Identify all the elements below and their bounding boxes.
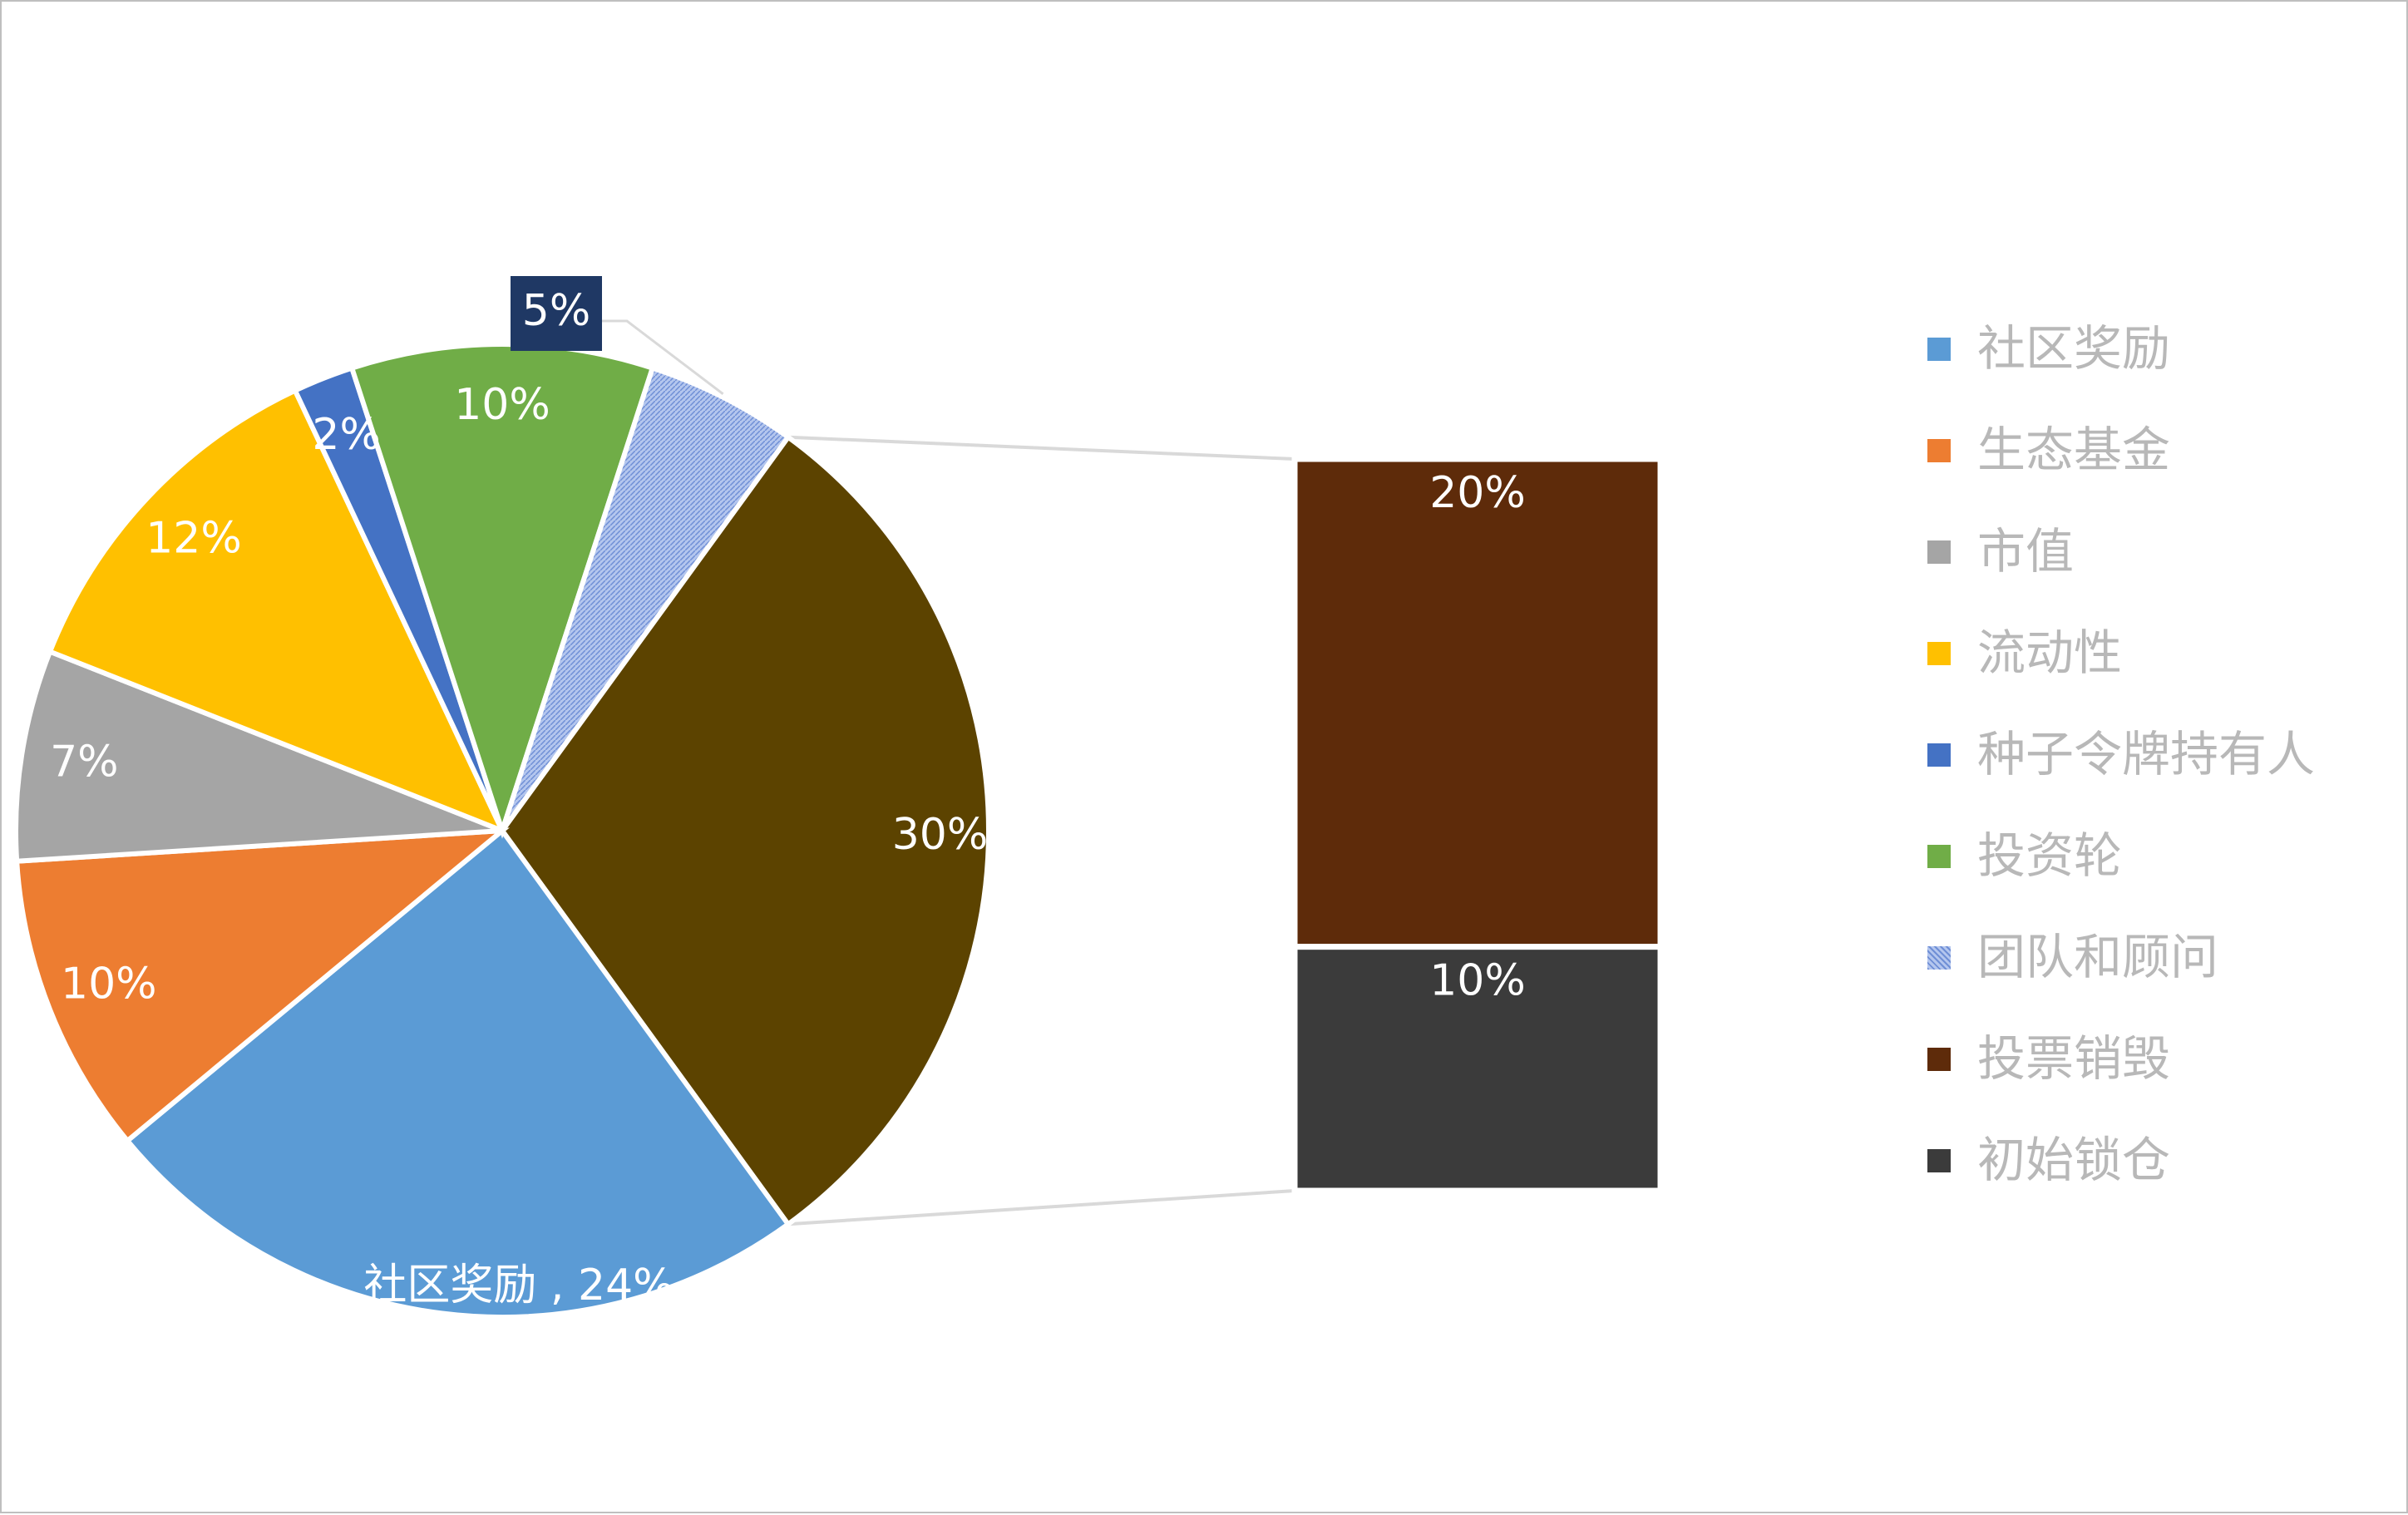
legend-label: 团队和顾问 xyxy=(1977,929,2219,985)
legend-label: 种子令牌持有人 xyxy=(1977,726,2316,782)
connector-line-bottom xyxy=(787,1189,1295,1226)
legend-swatch xyxy=(1927,845,1951,868)
connector-line-top xyxy=(787,435,1295,461)
pie-slice-1 xyxy=(124,827,792,1320)
pie-slice-7 xyxy=(500,364,792,832)
legend-swatch xyxy=(1927,946,1951,970)
pie-slice-4 xyxy=(47,387,507,836)
pie xyxy=(13,342,991,1320)
pie-data-label: 社区奖励 , 24% xyxy=(363,1261,674,1310)
bar-data-label: 10% xyxy=(1429,956,1526,1006)
data-label-box xyxy=(511,276,602,351)
leader-line xyxy=(602,319,724,395)
legend-swatch xyxy=(1927,540,1951,564)
legend-label: 社区奖励 xyxy=(1977,320,2171,377)
pie-slice-8 xyxy=(499,433,991,1228)
legend-item: 投资轮 xyxy=(1927,827,2393,885)
legend-swatch xyxy=(1927,439,1951,462)
data-labels: 30% 社区奖励 , 24% 10% 7% 12% 2% 10% 5% xyxy=(50,276,988,1310)
pie-data-label: 5% xyxy=(522,286,591,336)
legend-item: 市值 xyxy=(1927,522,2393,580)
bar-segment-1 xyxy=(1291,456,1664,950)
pie-slice-2 xyxy=(13,827,511,1145)
legend-label: 投资轮 xyxy=(1977,827,2123,884)
pie-data-label: 7% xyxy=(50,737,119,787)
legend-label: 初始锁仓 xyxy=(1977,1132,2171,1188)
legend-swatch xyxy=(1927,743,1951,767)
legend-item: 流动性 xyxy=(1927,624,2393,682)
legend-swatch xyxy=(1927,642,1951,665)
legend-item: 社区奖励 xyxy=(1927,319,2393,378)
legend-label: 生态基金 xyxy=(1977,422,2171,478)
pie-data-label: 10% xyxy=(454,380,550,430)
legend-label: 流动性 xyxy=(1977,624,2123,681)
pie-slice-6 xyxy=(348,342,656,839)
connector-lines xyxy=(787,435,1295,1226)
pie-data-label: 12% xyxy=(146,514,242,564)
legend-item: 初始锁仓 xyxy=(1927,1131,2393,1189)
pie-data-label: 30% xyxy=(892,810,989,860)
bar-segment-2 xyxy=(1291,944,1664,1194)
legend-swatch xyxy=(1927,338,1951,361)
legend-swatch xyxy=(1927,1149,1951,1172)
legend-item: 团队和顾问 xyxy=(1927,928,2393,986)
pie-data-label: 2% xyxy=(312,410,381,460)
pie-slice-3 xyxy=(13,648,504,864)
stacked-bar: 20% 10% xyxy=(1291,456,1664,1194)
legend-swatch xyxy=(1927,1048,1951,1071)
legend-item: 投票销毁 xyxy=(1927,1029,2393,1088)
legend-item: 种子令牌持有人 xyxy=(1927,725,2393,783)
legend-label: 投票销毁 xyxy=(1977,1030,2171,1087)
legend-item: 生态基金 xyxy=(1927,421,2393,479)
bar-data-label: 20% xyxy=(1429,468,1526,518)
legend-label: 市值 xyxy=(1977,523,2075,580)
pie-data-label: 10% xyxy=(61,959,157,1009)
